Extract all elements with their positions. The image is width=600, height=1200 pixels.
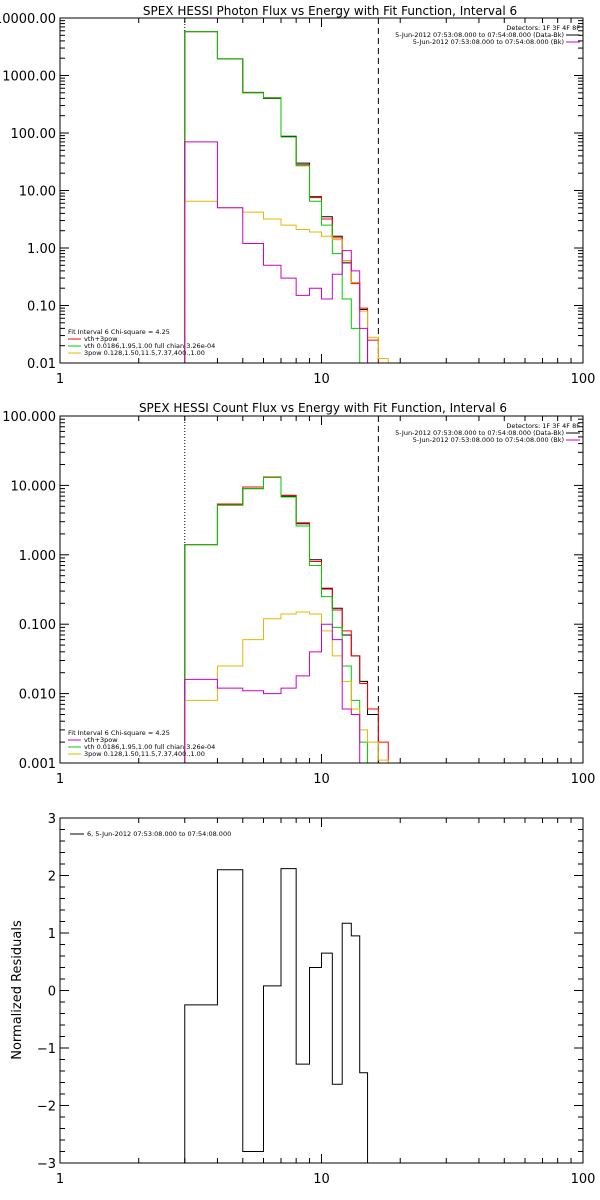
y-tick-label: 1.00 (27, 242, 56, 257)
y-axis-label: Normalized Residuals (10, 920, 25, 1060)
residuals-panel: Normalized Residuals 1 10 100 −3 −2 −1 0 1 2 3 6,… (10, 812, 595, 1187)
y-tick-label: 10.000 (11, 479, 57, 494)
count-flux-plot-area: 1 10 100 0.001 0.010 0.100 1.000 10.000 100.000 (2, 410, 595, 787)
y-tick-label: 0.100 (19, 618, 56, 633)
info-line-bk: 5-Jun-2012 07:53:08.000 to 07:54:08.000 … (413, 436, 564, 444)
x-tick-label: 10 (313, 1172, 330, 1187)
y-tick-label: 100.00 (11, 127, 57, 142)
residuals-plot-area: 1 10 100 −3 −2 −1 0 1 2 3 (37, 812, 596, 1187)
x-tick-label: 1 (56, 772, 64, 787)
x-tick-label: 100 (571, 372, 596, 387)
fit-entry-vth: vth 0.0186,1.95,1.00 full chian 3.26e-04 (84, 743, 215, 751)
fit-legend: Fit Interval 6 Chi-square = 4.25 vth+3po… (68, 729, 215, 758)
photon-flux-panel: SPEX HESSI Photon Flux vs Energy with Fi… (0, 4, 595, 387)
residual-legend-label: 6, 5-Jun-2012 07:53:08.000 to 07:54:08.0… (87, 830, 231, 838)
series-3-step-line (184, 200, 389, 363)
count-flux-panel: SPEX HESSI Count Flux vs Energy with Fit… (2, 401, 595, 787)
detectors-label: Detectors: 1F 3F 4F 8F (506, 24, 580, 32)
y-tick-label: 0.10 (27, 300, 56, 315)
fit-header: Fit Interval 6 Chi-square = 4.25 (68, 729, 170, 737)
x-tick-label: 1 (56, 372, 64, 387)
info-line-bk: 5-Jun-2012 07:53:08.000 to 07:54:08.000 … (413, 38, 564, 46)
y-tick-label: 1.000 (19, 549, 56, 564)
fit-entry-vth-3pow: vth+3pow (84, 736, 118, 744)
fit-entry-vth-3pow: vth+3pow (84, 335, 118, 343)
y-tick-label: 0.001 (19, 757, 56, 772)
y-tick-label: −1 (37, 1042, 56, 1057)
y-tick-label: 2 (48, 870, 56, 885)
chart-title: SPEX HESSI Photon Flux vs Energy with Fi… (143, 4, 517, 18)
y-tick-label: −3 (37, 1157, 56, 1172)
fit-header: Fit Interval 6 Chi-square = 4.25 (68, 328, 170, 336)
series-4-step-line (184, 623, 361, 763)
plot-frame (59, 415, 584, 764)
y-tick-label: 100.000 (2, 410, 56, 425)
y-tick-label: −2 (37, 1100, 56, 1115)
info-line-data-bk: 5-Jun-2012 07:53:08.000 to 07:54:08.000 … (395, 31, 564, 39)
series-2-step-line (184, 31, 368, 364)
series-1-step-line (184, 476, 389, 763)
info-line-data-bk: 5-Jun-2012 07:53:08.000 to 07:54:08.000 … (395, 429, 564, 437)
chart-title: SPEX HESSI Count Flux vs Energy with Fit… (139, 401, 507, 415)
y-tick-label: 1 (48, 927, 56, 942)
series-0-step-line (184, 31, 369, 363)
info-box: Detectors: 1F 3F 4F 8F 5-Jun-2012 07:53:… (395, 422, 580, 444)
x-tick-label: 10 (313, 372, 330, 387)
x-tick-label: 100 (571, 772, 596, 787)
y-tick-label: 0.01 (27, 357, 56, 372)
fit-entry-vth: vth 0.0186,1.95,1.00 full chian 3.26e-04 (84, 342, 215, 350)
plot-frame (59, 17, 584, 364)
x-tick-label: 1 (56, 1172, 64, 1187)
x-tick-label: 10 (313, 772, 330, 787)
fit-entry-3pow: 3pow 0.128,1.50,11.5,7.37,400.,1.00 (84, 349, 205, 357)
series-0-step-line (184, 476, 379, 763)
y-tick-label: 1000.00 (2, 70, 56, 85)
series-1-step-line (184, 31, 379, 363)
info-box: Detectors: 1F 3F 4F 8F 5-Jun-2012 07:53:… (395, 24, 580, 46)
series-3-step-line (184, 611, 389, 763)
series-4-step-line (184, 141, 369, 363)
fit-entry-3pow: 3pow 0.128,1.50,11.5,7.37,400.,1.00 (84, 750, 205, 758)
y-tick-label: 10000.00 (0, 12, 56, 27)
plot-frame (59, 817, 584, 1164)
photon-flux-plot-area: 1 10 100 0.01 0.10 1.00 10.00 100.00 1000.00 1000… (0, 12, 595, 387)
series-2-step-line (184, 476, 369, 763)
x-tick-label: 100 (571, 1172, 596, 1187)
y-tick-label: 0 (48, 985, 56, 1000)
y-tick-label: 3 (48, 812, 56, 827)
y-tick-label: 0.010 (19, 688, 56, 703)
fit-legend: Fit Interval 6 Chi-square = 4.25 vth+3po… (68, 328, 215, 357)
y-tick-label: 10.00 (19, 185, 56, 200)
detectors-label: Detectors: 1F 3F 4F 8F (506, 422, 580, 430)
residual-step-line (184, 868, 369, 1163)
